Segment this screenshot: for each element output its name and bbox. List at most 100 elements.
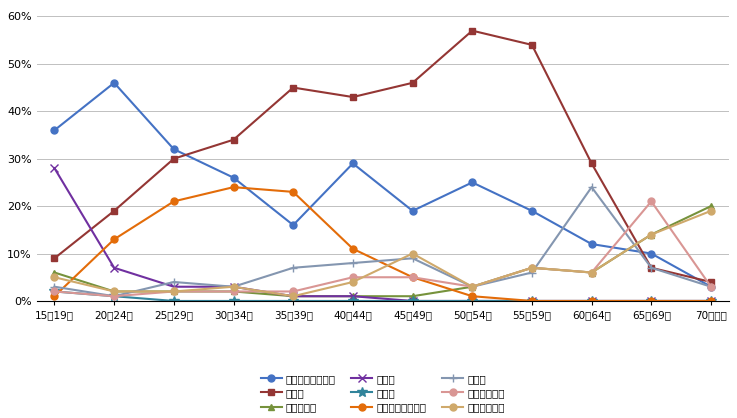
- 退職・廃業: [110, 289, 119, 294]
- 就　学: [587, 298, 596, 303]
- 転　動: [349, 94, 357, 99]
- Line: 就職・転職・転業: 就職・転職・転業: [51, 79, 714, 290]
- 卒　業: [647, 298, 656, 303]
- Line: 就　学: 就 学: [50, 164, 715, 305]
- 就職・転職・転業: [349, 161, 357, 166]
- 卒　業: [229, 298, 238, 303]
- 就職・転職・転業: [468, 180, 477, 185]
- 就職・転職・転業: [528, 208, 537, 213]
- 住　宅: [468, 284, 477, 289]
- 交通の利便性: [110, 294, 119, 299]
- 卒　業: [170, 298, 178, 303]
- 交通の利便性: [587, 270, 596, 275]
- 転　動: [408, 80, 417, 85]
- 転　動: [229, 137, 238, 142]
- Line: 退職・廃業: 退職・廃業: [51, 203, 714, 300]
- 住　宅: [707, 284, 716, 289]
- 就　学: [408, 298, 417, 303]
- 結婚・離婚・縁組: [110, 237, 119, 242]
- 就職・転職・転業: [110, 80, 119, 85]
- 卒　業: [408, 298, 417, 303]
- 交通の利便性: [349, 275, 357, 280]
- 就　学: [289, 294, 298, 299]
- 生活の利便性: [170, 289, 178, 294]
- 就職・転職・転業: [707, 284, 716, 289]
- 住　宅: [170, 280, 178, 285]
- 就職・転職・転業: [408, 208, 417, 213]
- 住　宅: [408, 256, 417, 261]
- 就職・転職・転業: [50, 128, 59, 133]
- 結婚・離婚・縁組: [229, 185, 238, 190]
- 交通の利便性: [647, 199, 656, 204]
- 生活の利便性: [468, 284, 477, 289]
- 交通の利便性: [170, 289, 178, 294]
- 生活の利便性: [408, 251, 417, 256]
- 住　宅: [647, 265, 656, 270]
- 就　学: [647, 298, 656, 303]
- 転　動: [110, 208, 119, 213]
- 退職・廃業: [468, 284, 477, 289]
- 交通の利便性: [468, 284, 477, 289]
- 結婚・離婚・縁組: [170, 199, 178, 204]
- 結婚・離婚・縁組: [468, 294, 477, 299]
- 退職・廃業: [587, 270, 596, 275]
- 卒　業: [289, 298, 298, 303]
- 結婚・離婚・縁組: [587, 298, 596, 303]
- 転　動: [468, 28, 477, 33]
- 就　学: [229, 284, 238, 289]
- 就　学: [707, 298, 716, 303]
- 生活の利便性: [647, 232, 656, 237]
- 生活の利便性: [110, 289, 119, 294]
- Line: 住　宅: 住 宅: [50, 183, 715, 301]
- 卒　業: [528, 298, 537, 303]
- 結婚・離婚・縁組: [349, 246, 357, 251]
- 退職・廃業: [289, 294, 298, 299]
- 転　動: [170, 156, 178, 161]
- 住　宅: [289, 265, 298, 270]
- 退職・廃業: [408, 294, 417, 299]
- 転　動: [647, 265, 656, 270]
- Line: 転　動: 転 動: [51, 27, 714, 285]
- 結婚・離婚・縁組: [707, 298, 716, 303]
- 就職・転職・転業: [229, 175, 238, 180]
- 生活の利便性: [349, 280, 357, 285]
- 交通の利便性: [707, 284, 716, 289]
- 生活の利便性: [50, 275, 59, 280]
- 結婚・離婚・縁組: [647, 298, 656, 303]
- Legend: 就職・転職・転業, 転　動, 退職・廃業, 就　学, 卒　業, 結婚・離婚・縁組, 住　宅, 交通の利便性, 生活の利便性: 就職・転職・転業, 転 動, 退職・廃業, 就 学, 卒 業, 結婚・離婚・縁組…: [258, 371, 508, 415]
- 就職・転職・転業: [647, 251, 656, 256]
- 退職・廃業: [707, 204, 716, 209]
- 住　宅: [528, 270, 537, 275]
- 転　動: [528, 42, 537, 47]
- 就職・転職・転業: [170, 147, 178, 152]
- 就　学: [349, 294, 357, 299]
- 退職・廃業: [50, 270, 59, 275]
- 就　学: [468, 298, 477, 303]
- 生活の利便性: [289, 294, 298, 299]
- 交通の利便性: [50, 289, 59, 294]
- 退職・廃業: [170, 289, 178, 294]
- 卒　業: [349, 298, 357, 303]
- 生活の利便性: [707, 208, 716, 213]
- 就　学: [110, 265, 119, 270]
- 結婚・離婚・縁組: [289, 189, 298, 194]
- 住　宅: [587, 185, 596, 190]
- 生活の利便性: [229, 284, 238, 289]
- 住　宅: [349, 260, 357, 265]
- 交通の利便性: [229, 289, 238, 294]
- 転　動: [707, 280, 716, 285]
- 交通の利便性: [408, 275, 417, 280]
- 就職・転職・転業: [289, 222, 298, 227]
- 卒　業: [707, 298, 716, 303]
- Line: 交通の利便性: 交通の利便性: [51, 198, 714, 300]
- 退職・廃業: [229, 289, 238, 294]
- 退職・廃業: [349, 294, 357, 299]
- 転　動: [587, 161, 596, 166]
- 就　学: [170, 284, 178, 289]
- 就　学: [528, 298, 537, 303]
- 結婚・離婚・縁組: [528, 298, 537, 303]
- 生活の利便性: [587, 270, 596, 275]
- 結婚・離婚・縁組: [50, 294, 59, 299]
- 退職・廃業: [647, 232, 656, 237]
- 住　宅: [50, 284, 59, 289]
